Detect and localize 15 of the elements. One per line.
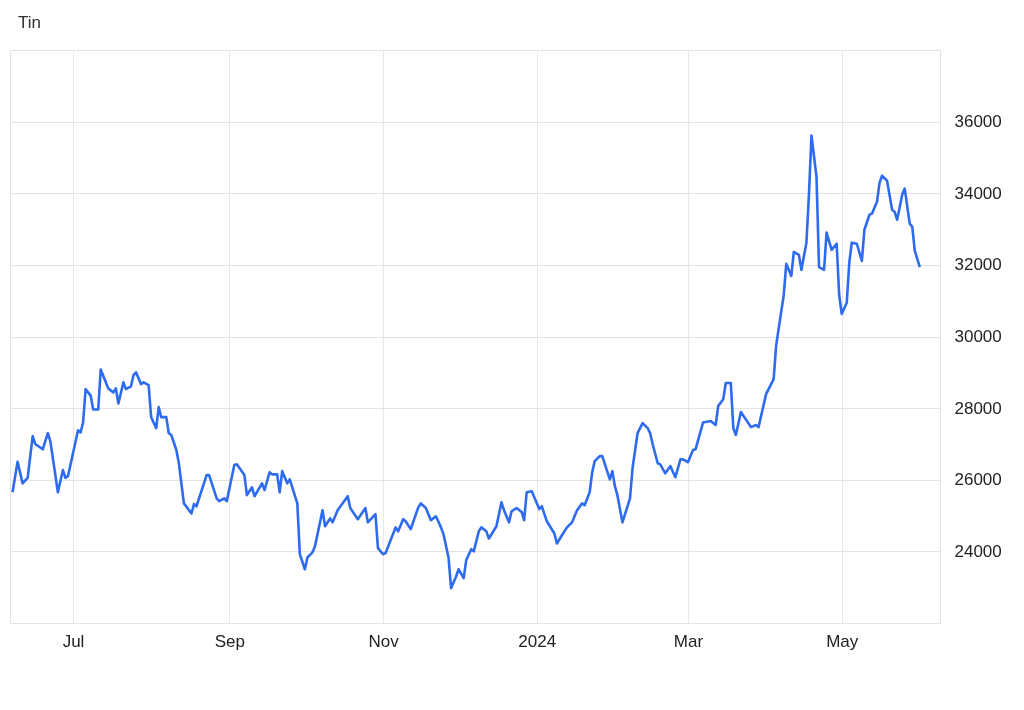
x-tick-label: May bbox=[826, 631, 859, 651]
y-tick-label: 28000 bbox=[954, 398, 1002, 418]
x-tick-label: Sep bbox=[214, 631, 245, 651]
x-tick-label: 2024 bbox=[518, 631, 557, 651]
x-tick-label: Nov bbox=[368, 631, 400, 651]
y-tick-label: 34000 bbox=[954, 183, 1002, 203]
x-tick-label: Jul bbox=[62, 631, 85, 651]
x-tick-label: Mar bbox=[673, 631, 704, 651]
y-tick-label: 30000 bbox=[954, 327, 1002, 346]
y-tick-label: 26000 bbox=[954, 470, 1002, 490]
y-tick-label: 32000 bbox=[954, 255, 1002, 275]
chart-title: Tin bbox=[18, 13, 41, 32]
y-tick-label: 24000 bbox=[954, 541, 1002, 561]
y-tick-label: 36000 bbox=[954, 112, 1002, 132]
line-series bbox=[11, 134, 922, 590]
